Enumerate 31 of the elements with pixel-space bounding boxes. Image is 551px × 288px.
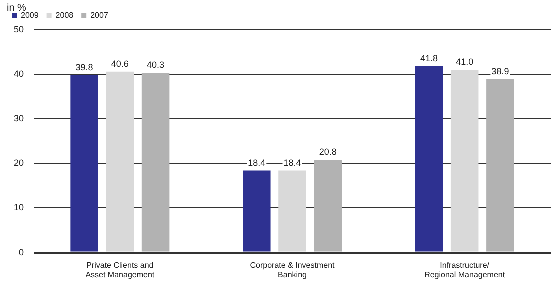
- y-tick-label: 10: [14, 202, 24, 213]
- y-tick-label: 20: [14, 158, 24, 168]
- legend-label: 2009: [21, 11, 40, 20]
- bar: [278, 170, 306, 252]
- text: 40.3: [147, 60, 165, 70]
- bar: [106, 72, 134, 252]
- x-tick-label: Infrastructure/ Regional Management: [424, 260, 506, 280]
- x-tick-label: Private Clients and Asset Management: [86, 260, 156, 280]
- text: 20.8: [319, 147, 337, 158]
- legend-label: 2007: [90, 11, 109, 20]
- bar: [415, 66, 444, 252]
- bar: [486, 79, 514, 252]
- legend-label: 2008: [56, 11, 74, 20]
- text: 18.4: [248, 158, 266, 168]
- y-axis-title: in %: [7, 3, 26, 14]
- text: 41.0: [456, 57, 474, 68]
- text: 39.8: [76, 62, 94, 72]
- text: 18.4: [284, 158, 302, 168]
- bar: [142, 73, 170, 252]
- y-tick-label: 50: [14, 24, 24, 34]
- y-tick-label: 0: [18, 247, 24, 258]
- bar: [70, 75, 98, 252]
- y-tick-label: 30: [14, 114, 24, 124]
- x-tick-label: Corporate & Investment Banking: [250, 260, 336, 280]
- y-tick-label: 40: [14, 69, 24, 80]
- bar: [314, 160, 342, 252]
- bar: [450, 70, 479, 252]
- text: 41.8: [420, 54, 438, 64]
- text: 38.9: [492, 66, 510, 76]
- bar: [243, 170, 271, 252]
- text: 40.6: [111, 58, 129, 69]
